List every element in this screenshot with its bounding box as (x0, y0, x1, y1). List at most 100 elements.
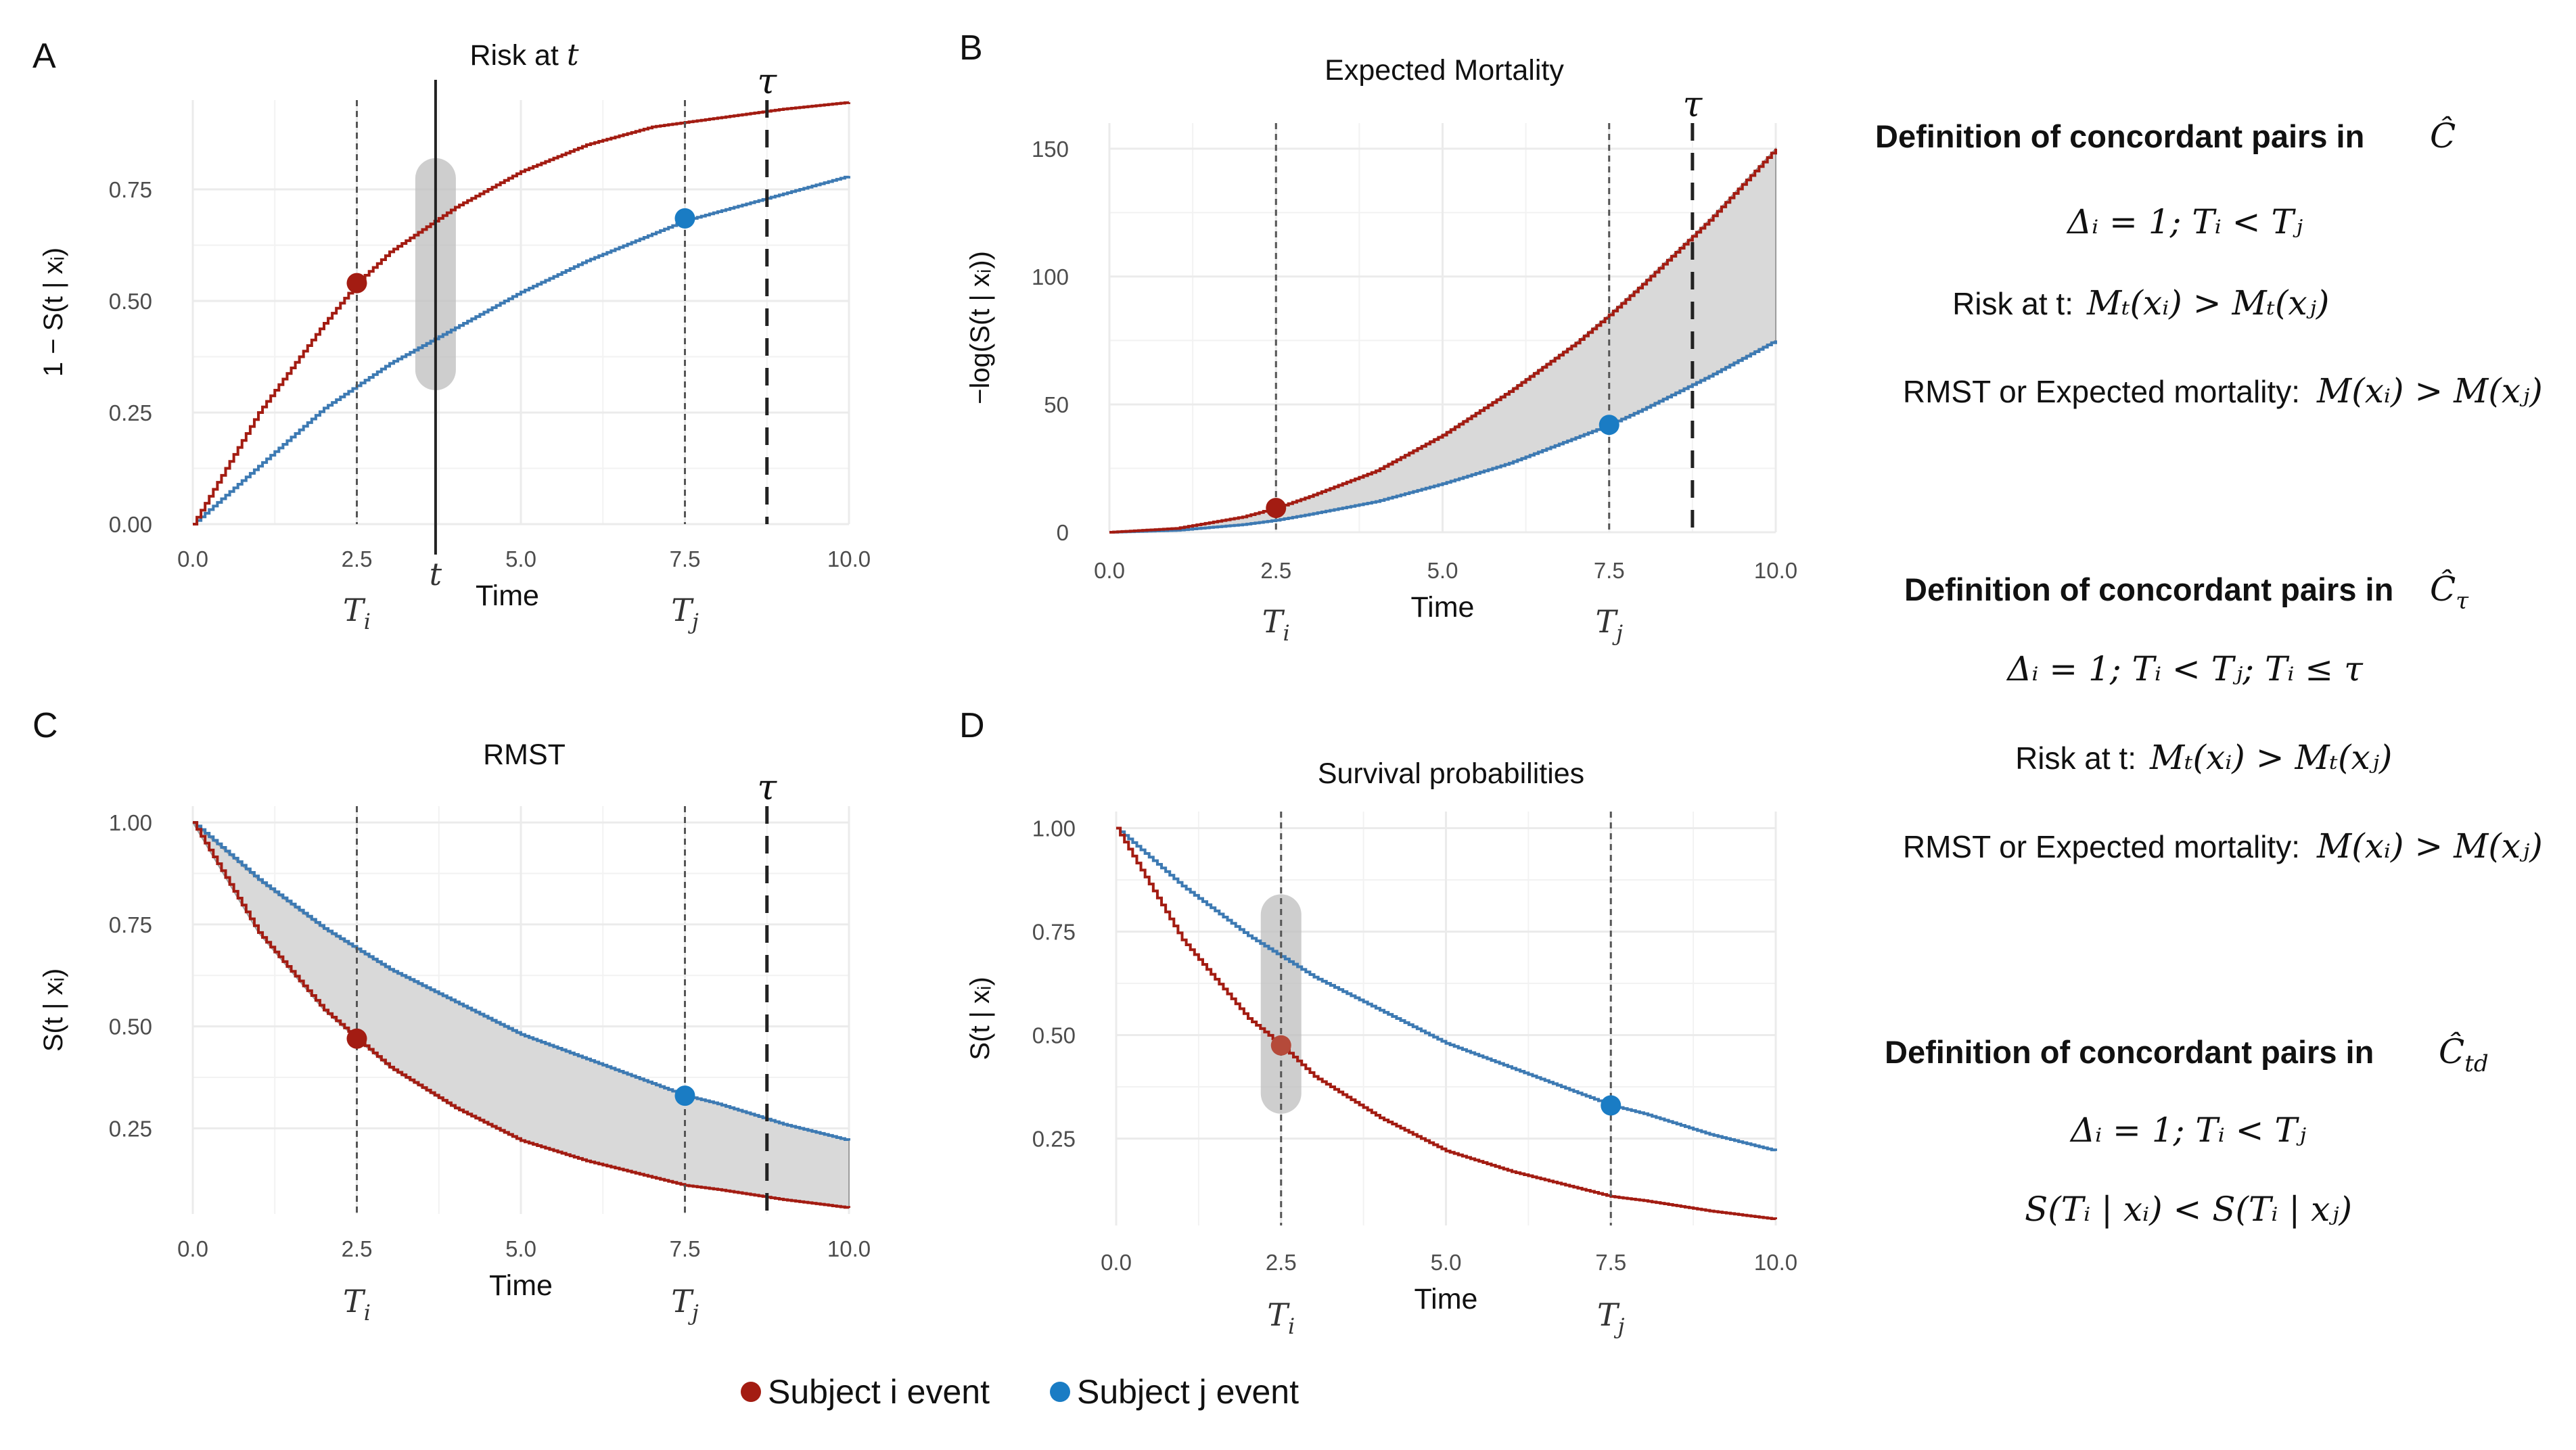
panel-b-vline-label: Tj (1595, 603, 1623, 646)
panel-b-x-axis-title: Time (1411, 591, 1475, 624)
panel-b-y-tick-label: 100 (1032, 264, 1069, 289)
def-2-rule-1-label: Risk at t: (2015, 741, 2136, 776)
panel-d-x-tick-label: 7.5 (1595, 1250, 1626, 1275)
panel-b-tau-label: τ (1682, 85, 1703, 125)
panel-c-title: RMST (483, 739, 566, 771)
panel-b-x-tick-label: 10.0 (1754, 558, 1797, 583)
panel-c-series-subject-j (193, 821, 850, 1141)
legend-label-subject-j: Subject j event (1077, 1373, 1299, 1411)
panel-a-vline-label: t (430, 556, 442, 592)
def-3-symbol: Ĉtd (2439, 1031, 2489, 1077)
def-2-rule-2-label: RMST or Expected mortality: (1903, 829, 2300, 864)
panel-a-x-tick-label: 5.0 (505, 546, 536, 571)
panel-c-event-point-j (674, 1085, 695, 1106)
panel-d-y-axis-title: S(t | xᵢ) (965, 977, 995, 1060)
panel-b-y-axis-title: −log(S(t | xᵢ)) (965, 251, 995, 404)
panel-a-grid (191, 100, 850, 525)
panel-d-series-subject-j (1116, 826, 1777, 1152)
panel-d-series-subject-i (1116, 826, 1777, 1221)
legend: Subject i event Subject j event (741, 1373, 1299, 1411)
panel-c-x-axis-title: Time (489, 1269, 553, 1302)
panel-c-x-tick-label: 0.0 (177, 1236, 208, 1261)
panel-c-y-axis-title: S(t | xᵢ) (39, 968, 68, 1052)
panel-a-x-tick-label: 7.5 (670, 546, 701, 571)
panel-b-x-tick-label: 7.5 (1594, 558, 1625, 583)
panel-c-x-tick-label: 5.0 (505, 1236, 536, 1261)
panel-c-series-subject-i (193, 821, 850, 1209)
panel-b-title: Expected Mortality (1325, 54, 1564, 87)
panel-a-tau-label: τ (757, 62, 777, 102)
panel-c-y-tick-label: 0.50 (109, 1014, 152, 1039)
def-3-rule-1-formula: S(Tᵢ | xᵢ) < S(Tᵢ | xⱼ) (2025, 1190, 2352, 1229)
panel-d-y-tick-label: 0.25 (1032, 1126, 1076, 1151)
panel-a-event-point-j (674, 208, 695, 229)
def-1-rule-2-formula: M(xᵢ) > M(xⱼ) (2316, 371, 2543, 411)
def-1-rule-1-formula: Mₜ(xᵢ) > Mₜ(xⱼ) (2086, 283, 2329, 323)
panel-a-vline-label-sub: i (364, 609, 371, 634)
panel-b-x-tick-label: 0.0 (1094, 558, 1125, 583)
panel-d-x-tick-label: 5.0 (1431, 1250, 1462, 1275)
panel-d-y-tick-label: 0.75 (1032, 919, 1076, 944)
def-2-title: Definition of concordant pairs in (1904, 571, 2393, 607)
panel-a-x-axis-title: Time (476, 580, 539, 612)
panel-letter-c: C (32, 706, 58, 745)
panel-letter-a: A (32, 37, 56, 76)
def-2-condition: Δᵢ = 1; Tᵢ < Tⱼ; Tᵢ ≤ τ (2006, 649, 2364, 688)
def-1-rule-2-label: RMST or Expected mortality: (1903, 374, 2300, 409)
panel-c-y-tick-label: 0.25 (109, 1116, 152, 1141)
def-1-title: Definition of concordant pairs in (1875, 118, 2364, 154)
def-1-condition: Δᵢ = 1; Tᵢ < Tⱼ (2066, 202, 2303, 241)
panel-d: 0.0 2.5 5.0 7.5 10.0 0.25 0.50 0.75 1.00 Time S(t … (965, 812, 1797, 1339)
panel-a-x-tick-label: 10.0 (827, 546, 871, 571)
legend-label-subject-i: Subject i event (768, 1373, 990, 1411)
panel-letter-b: B (959, 28, 983, 68)
panel-c-tau-label: τ (757, 768, 777, 808)
panel-d-vline-label-sub: i (1288, 1313, 1295, 1339)
panel-d-y-tick-label: 0.50 (1032, 1023, 1076, 1048)
panel-a-vline-label-sub: j (688, 609, 699, 634)
panel-c: 0.0 2.5 5.0 7.5 10.0 0.25 0.50 0.75 1.00 Time S(t … (39, 768, 871, 1326)
panel-a-vline-label: Ti (343, 592, 371, 634)
panel-c-x-tick-label: 10.0 (827, 1236, 871, 1261)
def-2-symbol: Ĉτ (2430, 569, 2469, 615)
panel-b-event-point-i (1266, 498, 1287, 519)
panel-b-x-tick-label: 5.0 (1427, 558, 1458, 583)
panel-a-series-subject-j (193, 175, 850, 525)
panel-b-y-tick-label: 150 (1032, 137, 1069, 162)
panel-d-y-tick-label: 1.00 (1032, 816, 1076, 841)
panel-a-event-point-i (346, 273, 367, 294)
panel-d-x-tick-label: 0.0 (1101, 1250, 1132, 1275)
panel-b-y-tick-label: 50 (1044, 392, 1069, 417)
panel-b-event-point-j (1598, 415, 1619, 436)
def-1-symbol: Ĉ (2430, 116, 2456, 156)
panel-letter-d: D (959, 706, 985, 745)
legend-swatch-subject-i (741, 1382, 761, 1402)
panel-b-x-tick-label: 2.5 (1260, 558, 1291, 583)
def-3-title: Definition of concordant pairs in (1885, 1034, 2374, 1070)
panel-c-event-point-i (346, 1028, 367, 1049)
panel-c-x-tick-label: 7.5 (670, 1236, 701, 1261)
def-1-rule-1-label: Risk at t: (1952, 286, 2073, 321)
panel-c-vline-label-sub: i (364, 1300, 371, 1326)
panel-c-y-tick-label: 0.75 (109, 912, 152, 937)
panel-d-vline-label: Tj (1597, 1296, 1625, 1339)
panel-a-x-tick-label: 2.5 (342, 546, 373, 571)
panel-d-x-tick-label: 2.5 (1266, 1250, 1297, 1275)
panel-b-series-subject-i (1109, 148, 1777, 534)
panel-a-series-subject-i (193, 101, 850, 525)
panel-d-title: Survival probabilities (1318, 757, 1584, 790)
def-3-condition: Δᵢ = 1; Tᵢ < Tⱼ (2069, 1110, 2307, 1150)
panel-b-y-tick-label: 0 (1057, 520, 1069, 545)
legend-swatch-subject-j (1050, 1382, 1070, 1402)
panel-d-event-point-i (1270, 1035, 1291, 1056)
def-2-rule-1-formula: Mₜ(xᵢ) > Mₜ(xⱼ) (2149, 738, 2392, 777)
panel-a-title: Risk at t (469, 38, 578, 72)
definitions: Definition of concordant pairs in Ĉ Δᵢ =… (1875, 116, 2543, 1229)
panel-a: 0.0 2.5 5.0 7.5 10.0 0.00 0.25 0.50 0.75 Time 1 − … (39, 62, 871, 634)
panel-b: 0.0 2.5 5.0 7.5 10.0 0 50 100 150 Time −log(S(t | … (965, 85, 1797, 646)
panel-d-vline-label: Ti (1267, 1296, 1295, 1339)
panel-a-y-tick-label: 0.50 (109, 289, 152, 314)
panel-c-y-tick-label: 1.00 (109, 810, 152, 835)
panel-a-y-axis-title: 1 − S(t | xᵢ) (39, 248, 68, 377)
